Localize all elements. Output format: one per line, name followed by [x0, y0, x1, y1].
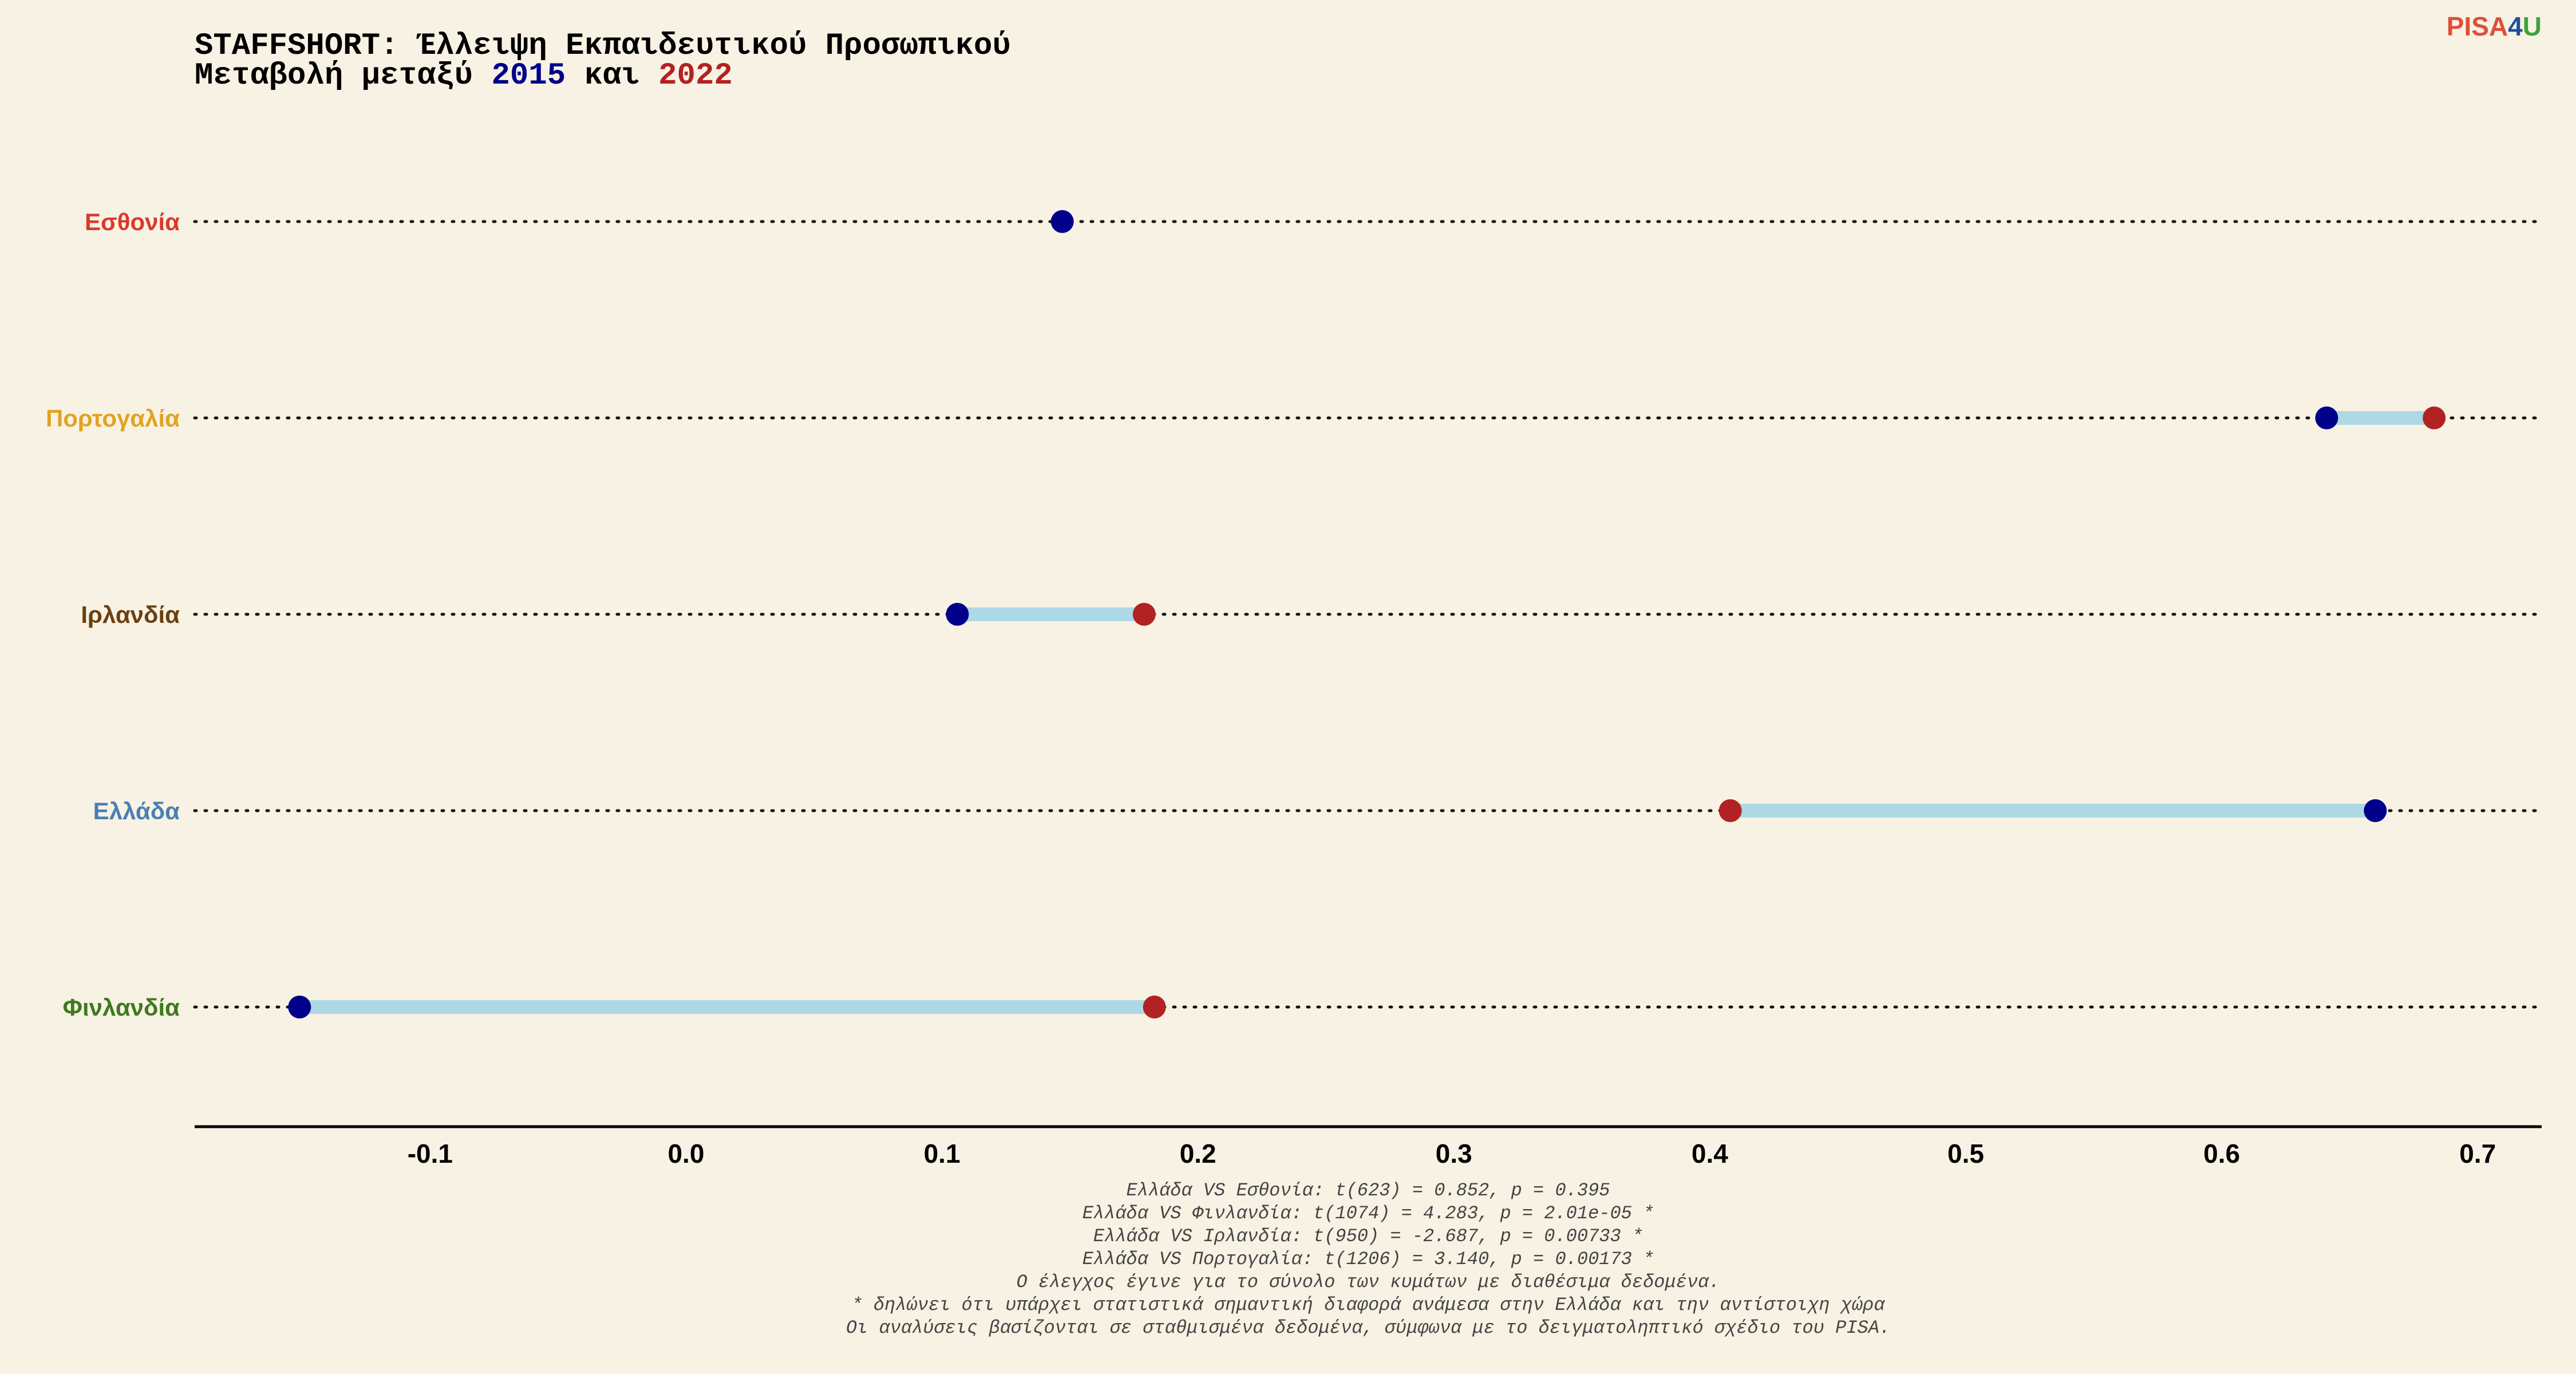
- x-tick-label: 0.3: [1436, 1139, 1472, 1168]
- note-line: Ελλάδα VS Ιρλανδία: t(950) = -2.687, p =…: [1093, 1226, 1643, 1247]
- x-tick-label: 0.4: [1692, 1139, 1728, 1168]
- category-label: Ελλάδα: [93, 797, 180, 824]
- point-2015: [2315, 406, 2338, 429]
- row-4: Ελλάδα: [93, 797, 2543, 824]
- x-tick-label: 0.0: [667, 1139, 704, 1168]
- logo-part-pisa: PISA: [2447, 11, 2508, 41]
- x-axis-ticks: -0.1 0.0 0.1 0.2 0.3 0.4 0.5 0.6 0.7: [408, 1139, 2496, 1168]
- row-1: Εσθονία: [85, 208, 2543, 235]
- pisa4u-logo: PISA4U: [2447, 11, 2542, 41]
- note-line: Ελλάδα VS Εσθονία: t(623) = 0.852, p = 0…: [1127, 1180, 1610, 1201]
- x-tick-label: 0.6: [2203, 1139, 2240, 1168]
- x-tick-label: 0.7: [2459, 1139, 2496, 1168]
- category-label: Εσθονία: [85, 208, 180, 235]
- point-2022: [1132, 603, 1156, 626]
- category-label: Φινλανδία: [63, 994, 180, 1021]
- row-3: Ιρλανδία: [81, 601, 2543, 628]
- plot-area: Εσθονία Πορτογαλία Ιρλανδία Ελλάδα Φινλανδία: [46, 208, 2543, 1021]
- point-2022: [1718, 799, 1742, 822]
- subtitle-year-2015: 2015: [491, 58, 566, 93]
- note-line: Ελλάδα VS Πορτογαλία: t(1206) = 3.140, p…: [1082, 1249, 1654, 1270]
- logo-part-u: U: [2523, 11, 2542, 41]
- subtitle-year-2022: 2022: [658, 58, 733, 93]
- row-5: Φινλανδία: [63, 994, 2543, 1021]
- point-2015: [2364, 799, 2387, 822]
- note-line: * δηλώνει ότι υπάρχει στατιστικά σημαντι…: [851, 1294, 1885, 1316]
- point-2015: [1050, 210, 1074, 233]
- note-line: Ελλάδα VS Φινλανδία: t(1074) = 4.283, p …: [1082, 1203, 1654, 1224]
- x-tick-label: -0.1: [408, 1139, 453, 1168]
- x-tick-label: 0.1: [924, 1139, 961, 1168]
- chart-title: STAFFSHORT: Έλλειψη Εκπαιδευτικού Προσωπ…: [195, 29, 1011, 64]
- note-line: Οι αναλύσεις βασίζονται σε σταθμισμένα δ…: [846, 1317, 1890, 1339]
- logo-part-4: 4: [2508, 11, 2523, 41]
- point-2015: [946, 603, 969, 626]
- category-label: Ιρλανδία: [81, 601, 180, 628]
- subtitle-prefix: Μεταβολή μεταξύ: [195, 58, 491, 93]
- point-2015: [288, 996, 311, 1018]
- category-label: Πορτογαλία: [46, 405, 180, 432]
- subtitle-middle: και: [566, 58, 658, 93]
- x-tick-label: 0.2: [1180, 1139, 1216, 1168]
- statistical-notes: Ελλάδα VS Εσθονία: t(623) = 0.852, p = 0…: [846, 1180, 1890, 1339]
- point-2022: [1143, 996, 1166, 1018]
- chart-subtitle: Μεταβολή μεταξύ 2015 και 2022: [195, 58, 733, 93]
- point-2022: [2423, 406, 2446, 429]
- x-tick-label: 0.5: [1947, 1139, 1984, 1168]
- note-line: Ο έλεγχος έγινε για το σύνολο των κυμάτω…: [1017, 1272, 1720, 1293]
- row-2: Πορτογαλία: [46, 405, 2543, 432]
